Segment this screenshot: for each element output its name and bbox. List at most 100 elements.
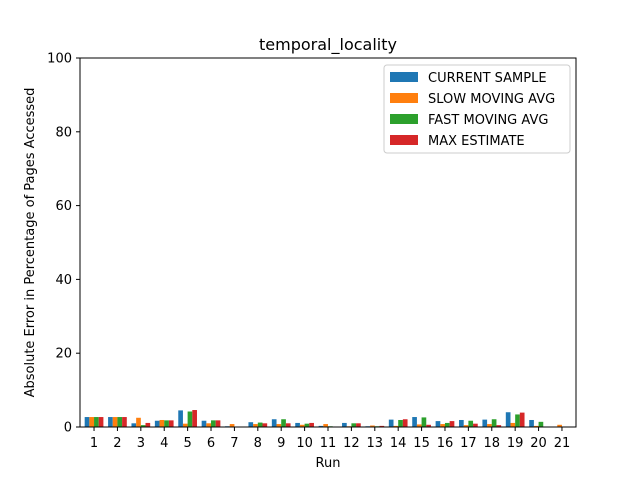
bar-group — [84, 410, 567, 427]
bar — [117, 417, 123, 427]
bar — [98, 417, 104, 427]
bar — [402, 419, 408, 427]
bar — [295, 422, 300, 427]
legend-swatch — [390, 93, 418, 103]
bar — [122, 417, 127, 427]
bar — [342, 422, 347, 427]
x-tick-label: 4 — [160, 436, 168, 451]
legend-swatch — [390, 72, 418, 82]
bar — [496, 425, 502, 427]
bar — [468, 420, 474, 427]
bar — [557, 424, 562, 427]
bar — [323, 424, 328, 427]
bar — [515, 414, 520, 427]
bar — [440, 424, 445, 427]
x-tick-label: 21 — [554, 436, 571, 451]
bar — [299, 424, 305, 427]
bar — [276, 424, 282, 427]
y-tick-label: 100 — [47, 52, 72, 67]
x-tick-label: 13 — [367, 436, 384, 451]
bar — [538, 421, 544, 427]
x-tick-label: 7 — [230, 436, 238, 451]
bar — [412, 417, 417, 427]
bar — [529, 419, 534, 427]
bar — [421, 417, 427, 427]
bar — [519, 412, 525, 427]
x-tick-label: 10 — [296, 436, 313, 451]
bar — [285, 423, 291, 427]
bar — [388, 419, 394, 427]
bar — [108, 417, 113, 427]
bar — [187, 411, 193, 427]
bar — [473, 423, 478, 427]
bar — [253, 424, 258, 427]
x-tick-label: 17 — [460, 436, 477, 451]
x-tick-label: 5 — [183, 436, 191, 451]
bar — [136, 417, 141, 427]
bar — [487, 424, 492, 427]
legend-label: CURRENT SAMPLE — [428, 71, 547, 86]
legend-box — [383, 64, 571, 154]
bar — [168, 420, 174, 427]
bar — [533, 425, 539, 427]
x-tick-label: 11 — [320, 436, 337, 451]
bar — [449, 421, 455, 427]
bar — [145, 422, 151, 427]
y-axis: 0 20 40 60 80 100 — [47, 52, 80, 436]
x-tick-label: 15 — [413, 436, 430, 451]
y-tick-label: 0 — [64, 421, 72, 436]
x-tick-label: 20 — [530, 436, 547, 451]
x-tick-label: 9 — [277, 436, 285, 451]
x-tick-label: 14 — [390, 436, 407, 451]
bar — [154, 420, 160, 427]
y-tick-label: 60 — [55, 199, 72, 214]
legend-label: FAST MOVING AVG — [428, 113, 548, 128]
bar — [463, 425, 469, 427]
y-tick-label: 40 — [55, 273, 72, 288]
bar — [482, 419, 488, 427]
legend: CURRENT SAMPLE SLOW MOVING AVG FAST MOVING… — [383, 64, 571, 154]
bar — [281, 419, 286, 427]
bar — [94, 417, 99, 427]
bar — [309, 422, 314, 427]
bar — [248, 422, 254, 427]
x-tick-label: 12 — [343, 436, 360, 451]
x-tick-label: 3 — [137, 436, 145, 451]
bar — [84, 417, 90, 427]
bar — [370, 425, 375, 427]
bar — [416, 424, 422, 427]
bar — [178, 410, 183, 427]
bar — [131, 423, 137, 427]
bar — [491, 419, 497, 427]
bar — [351, 423, 357, 427]
bar — [304, 423, 310, 427]
bar — [459, 419, 464, 427]
plot-frame — [79, 57, 577, 428]
x-tick-label: 16 — [437, 436, 454, 451]
bar — [356, 423, 361, 427]
bar — [271, 419, 277, 427]
bar — [426, 424, 431, 427]
legend-label: MAX ESTIMATE — [428, 134, 525, 149]
x-tick-label: 2 — [113, 436, 121, 451]
bar — [159, 419, 165, 427]
bar — [89, 417, 95, 427]
bar — [206, 423, 212, 427]
bar — [379, 425, 385, 427]
y-tick-label: 20 — [55, 347, 72, 362]
legend-swatch — [390, 135, 418, 145]
bar — [164, 420, 169, 427]
x-tick-label: 8 — [254, 436, 262, 451]
x-axis-label: Run — [316, 456, 341, 471]
x-tick-label: 6 — [207, 436, 215, 451]
bar — [398, 419, 403, 427]
bar — [215, 420, 221, 427]
chart-title: temporal_locality — [259, 35, 397, 55]
y-tick-label: 80 — [55, 125, 72, 140]
bar — [112, 417, 118, 427]
bar — [140, 425, 146, 427]
legend-swatch — [390, 114, 418, 124]
bar — [510, 422, 516, 427]
x-tick-label: 1 — [90, 436, 98, 451]
